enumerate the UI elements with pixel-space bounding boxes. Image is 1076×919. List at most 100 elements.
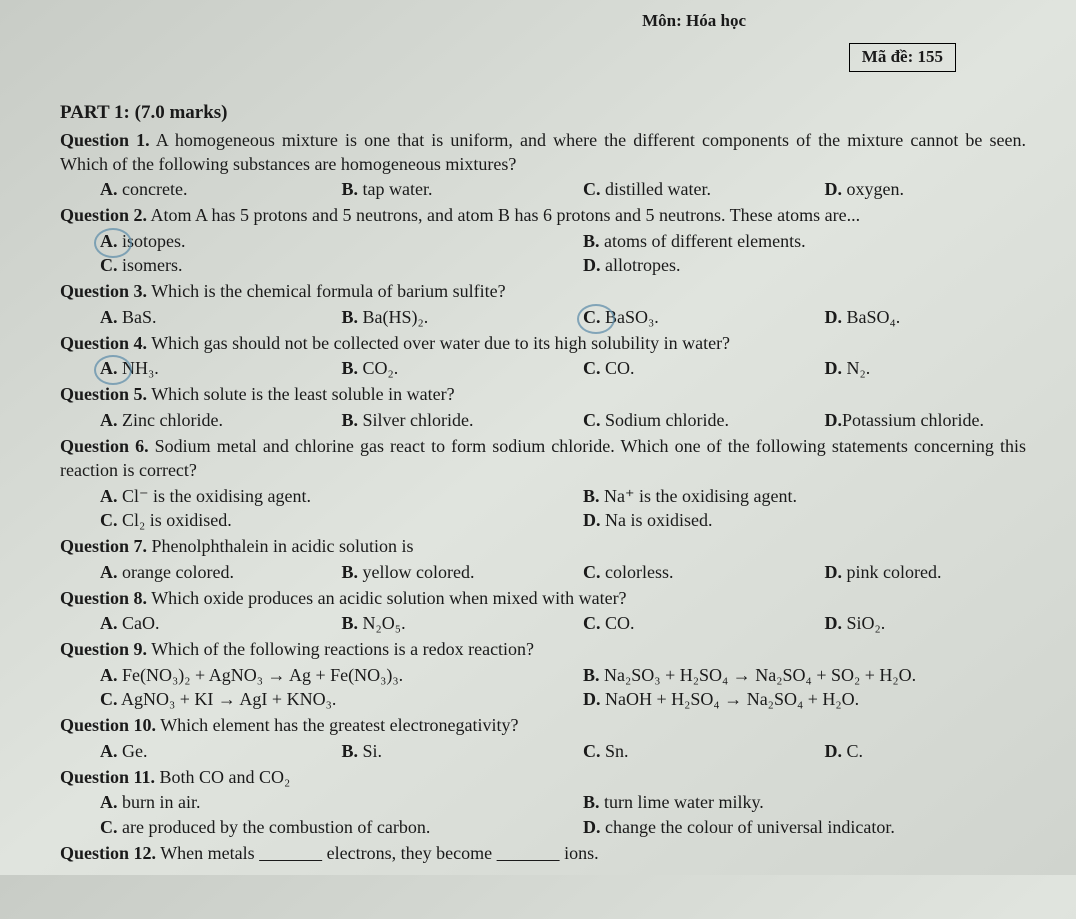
question-7: Question 7. Phenolphthalein in acidic so…	[60, 534, 1026, 558]
q4-text: Which gas should not be collected over w…	[147, 333, 730, 353]
q10-opt-c: C. Sn.	[543, 739, 785, 763]
q6-opt-c: C. Cl₂ is oxidised.	[60, 508, 543, 532]
q7-opt-b: B. yellow colored.	[302, 560, 544, 584]
q10-opt-d: D. C.	[785, 739, 1027, 763]
q3-text: Which is the chemical formula of barium …	[147, 281, 506, 301]
question-4: Question 4. Which gas should not be coll…	[60, 331, 1026, 355]
q1-opt-a: A. concrete.	[60, 177, 302, 201]
q3-options: A. BaS. B. Ba(HS)₂. C. BaSO₃. D. BaSO₄.	[60, 305, 1026, 329]
q10-text: Which element has the greatest electrone…	[156, 715, 519, 735]
q1-label: Question 1.	[60, 130, 150, 150]
circle-annotation-icon: C.	[583, 307, 601, 327]
q3-opt-c: C. BaSO₃.	[543, 305, 785, 329]
q2-options: A. isotopes. B. atoms of different eleme…	[60, 229, 1026, 278]
question-10: Question 10. Which element has the great…	[60, 713, 1026, 737]
q2-label: Question 2.	[60, 205, 147, 225]
q3-opt-b: B. Ba(HS)₂.	[302, 305, 544, 329]
q11-opt-b: B. turn lime water milky.	[543, 790, 1026, 814]
q4-opt-b: B. CO₂.	[302, 356, 544, 380]
q9-options: A. Fe(NO₃)₂ + AgNO₃ → Ag + Fe(NO₃)₃. B. …	[60, 663, 1026, 712]
q3-label: Question 3.	[60, 281, 147, 301]
circle-annotation-icon: A.	[100, 358, 118, 378]
q8-opt-a: A. CaO.	[60, 611, 302, 635]
q7-opt-c: C. colorless.	[543, 560, 785, 584]
q3-opt-d: D. BaSO₄.	[785, 305, 1027, 329]
question-1: Question 1. A homogeneous mixture is one…	[60, 128, 1026, 177]
subject-line: Môn: Hóa học	[60, 10, 1026, 33]
q5-label: Question 5.	[60, 384, 147, 404]
q4-opt-d: D. N₂.	[785, 356, 1027, 380]
q8-label: Question 8.	[60, 588, 147, 608]
q8-opt-d: D. SiO₂.	[785, 611, 1027, 635]
q12-blank-1	[259, 843, 322, 863]
q2-opt-d: D. allotropes.	[543, 253, 1026, 277]
q4-opt-a: A. NH₃.	[60, 356, 302, 380]
question-6: Question 6. Sodium metal and chlorine ga…	[60, 434, 1026, 483]
exam-page: Môn: Hóa học Mã đề: 155 PART 1: (7.0 mar…	[0, 0, 1076, 875]
q12-text-b: electrons, they become	[322, 843, 496, 863]
q9-label: Question 9.	[60, 639, 147, 659]
q6-label: Question 6.	[60, 436, 149, 456]
question-5: Question 5. Which solute is the least so…	[60, 382, 1026, 406]
q6-opt-a: A. Cl⁻ is the oxidising agent.	[60, 484, 543, 508]
q5-options: A. Zinc chloride. B. Silver chloride. C.…	[60, 408, 1026, 432]
q9-opt-d: D. NaOH + H₂SO₄ → Na₂SO₄ + H₂O.	[543, 687, 1026, 711]
circle-annotation-icon: A.	[100, 231, 118, 251]
code-value: 155	[918, 47, 944, 66]
q4-options: A. NH₃. B. CO₂. C. CO. D. N₂.	[60, 356, 1026, 380]
q10-options: A. Ge. B. Si. C. Sn. D. C.	[60, 739, 1026, 763]
q11-text: Both CO and CO₂	[155, 767, 290, 787]
q8-text: Which oxide produces an acidic solution …	[147, 588, 627, 608]
q7-opt-a: A. orange colored.	[60, 560, 302, 584]
q12-text-a: When metals	[156, 843, 259, 863]
q7-text: Phenolphthalein in acidic solution is	[147, 536, 413, 556]
q2-opt-c: C. isomers.	[60, 253, 543, 277]
q6-text: Sodium metal and chlorine gas react to f…	[60, 436, 1026, 480]
q5-opt-b: B. Silver chloride.	[302, 408, 544, 432]
q10-opt-b: B. Si.	[302, 739, 544, 763]
q5-text: Which solute is the least soluble in wat…	[147, 384, 455, 404]
q9-opt-b: B. Na₂SO₃ + H₂SO₄ → Na₂SO₄ + SO₂ + H₂O.	[543, 663, 1026, 687]
code-label: Mã đề:	[862, 47, 913, 66]
q11-options: A. burn in air. B. turn lime water milky…	[60, 790, 1026, 839]
q12-text-c: ions.	[560, 843, 599, 863]
q8-options: A. CaO. B. N₂O₅. C. CO. D. SiO₂.	[60, 611, 1026, 635]
q2-text: Atom A has 5 protons and 5 neutrons, and…	[147, 205, 860, 225]
question-8: Question 8. Which oxide produces an acid…	[60, 586, 1026, 610]
q1-text: A homogeneous mixture is one that is uni…	[60, 130, 1026, 174]
q5-opt-d: D.Potassium chloride.	[785, 408, 1027, 432]
q2-opt-a: A. isotopes.	[60, 229, 543, 253]
q1-options: A. concrete. B. tap water. C. distilled …	[60, 177, 1026, 201]
q11-label: Question 11.	[60, 767, 155, 787]
q6-options: A. Cl⁻ is the oxidising agent. B. Na⁺ is…	[60, 484, 1026, 533]
q10-opt-a: A. Ge.	[60, 739, 302, 763]
q3-opt-a: A. BaS.	[60, 305, 302, 329]
q1-opt-c: C. distilled water.	[543, 177, 785, 201]
q4-opt-c: C. CO.	[543, 356, 785, 380]
q8-opt-b: B. N₂O₅.	[302, 611, 544, 635]
exam-code-box: Mã đề: 155	[849, 43, 956, 72]
question-3: Question 3. Which is the chemical formul…	[60, 279, 1026, 303]
question-9: Question 9. Which of the following react…	[60, 637, 1026, 661]
part-title: PART 1: (7.0 marks)	[60, 100, 1026, 126]
question-2: Question 2. Atom A has 5 protons and 5 n…	[60, 203, 1026, 227]
q9-opt-a: A. Fe(NO₃)₂ + AgNO₃ → Ag + Fe(NO₃)₃.	[60, 663, 543, 687]
q2-opt-b: B. atoms of different elements.	[543, 229, 1026, 253]
q11-opt-c: C. are produced by the combustion of car…	[60, 815, 543, 839]
q7-options: A. orange colored. B. yellow colored. C.…	[60, 560, 1026, 584]
q12-blank-2	[497, 843, 560, 863]
q11-opt-a: A. burn in air.	[60, 790, 543, 814]
q5-opt-a: A. Zinc chloride.	[60, 408, 302, 432]
q11-opt-d: D. change the colour of universal indica…	[543, 815, 1026, 839]
question-11: Question 11. Both CO and CO₂	[60, 765, 1026, 789]
q12-label: Question 12.	[60, 843, 156, 863]
q8-opt-c: C. CO.	[543, 611, 785, 635]
q6-opt-d: D. Na is oxidised.	[543, 508, 1026, 532]
q1-opt-b: B. tap water.	[302, 177, 544, 201]
q9-text: Which of the following reactions is a re…	[147, 639, 534, 659]
q7-label: Question 7.	[60, 536, 147, 556]
q4-label: Question 4.	[60, 333, 147, 353]
question-12: Question 12. When metals electrons, they…	[60, 841, 1026, 865]
q6-opt-b: B. Na⁺ is the oxidising agent.	[543, 484, 1026, 508]
q7-opt-d: D. pink colored.	[785, 560, 1027, 584]
